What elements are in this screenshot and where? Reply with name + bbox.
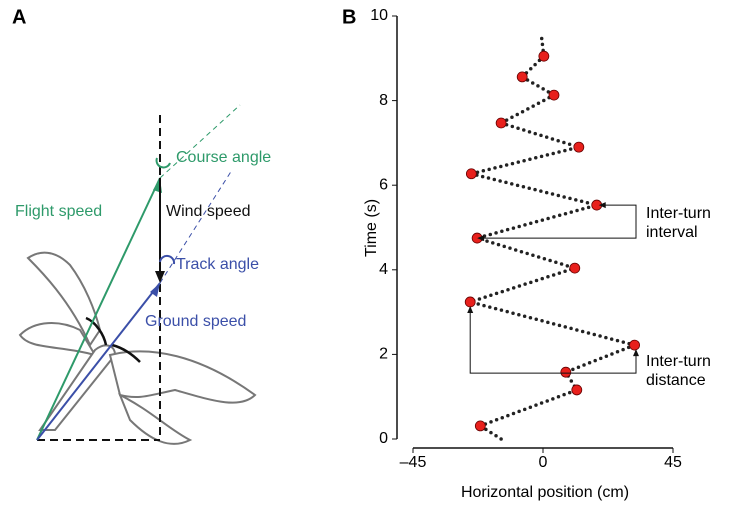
annotation: Inter-turn — [646, 353, 711, 370]
label: Flight speed — [15, 203, 102, 220]
turn-point — [573, 141, 585, 153]
turn-point — [571, 384, 583, 396]
y-tick-label: 6 — [379, 176, 388, 193]
flight-arrow — [36, 177, 161, 441]
turn-point — [495, 117, 507, 129]
annotation: interval — [646, 224, 698, 241]
arrowhead — [633, 349, 639, 357]
turn-point — [465, 168, 477, 180]
arrowhead — [155, 271, 165, 283]
antenna — [85, 316, 141, 363]
ground-arrow — [36, 282, 161, 441]
bracket — [469, 307, 637, 374]
turn-point — [629, 339, 640, 351]
track-arc — [159, 254, 176, 265]
turn-point — [560, 366, 572, 378]
y-tick-label: 0 — [379, 430, 388, 447]
panel-letter: B — [342, 6, 356, 28]
turn-point — [516, 71, 528, 83]
turn-point — [569, 262, 581, 274]
x-axis-label: Horizontal position (cm) — [461, 484, 629, 501]
label: Course angle — [176, 149, 271, 166]
annotation: Inter-turn — [646, 205, 711, 222]
y-tick-label: 8 — [379, 92, 388, 109]
label: Wind speed — [166, 203, 251, 220]
arrowhead — [477, 235, 485, 242]
arrowhead — [150, 283, 160, 297]
y-axis-label: Time (s) — [363, 199, 380, 257]
label: Ground speed — [145, 313, 246, 330]
annotation: distance — [646, 372, 706, 389]
y-tick-label: 4 — [379, 261, 388, 278]
label: Track angle — [176, 256, 259, 273]
bracket — [479, 204, 637, 239]
course-arc — [155, 157, 171, 169]
panel-letter: A — [12, 6, 26, 28]
turn-point — [538, 50, 550, 62]
turn-point — [474, 420, 486, 432]
turn-point — [548, 89, 560, 101]
y-tick-label: 10 — [370, 7, 388, 24]
trajectory — [463, 35, 641, 441]
x-tick-label: 0 — [539, 454, 548, 471]
y-tick-label: 2 — [379, 346, 388, 363]
panel-a: Course angle Flight speed Wind speed Tra… — [15, 104, 271, 445]
track-line — [159, 169, 233, 284]
arrowhead — [598, 202, 606, 209]
course-line — [159, 104, 241, 179]
x-tick-label: –45 — [400, 454, 427, 471]
x-tick-label: 45 — [664, 454, 682, 471]
arrowhead — [467, 305, 474, 313]
turn-point — [464, 296, 476, 308]
